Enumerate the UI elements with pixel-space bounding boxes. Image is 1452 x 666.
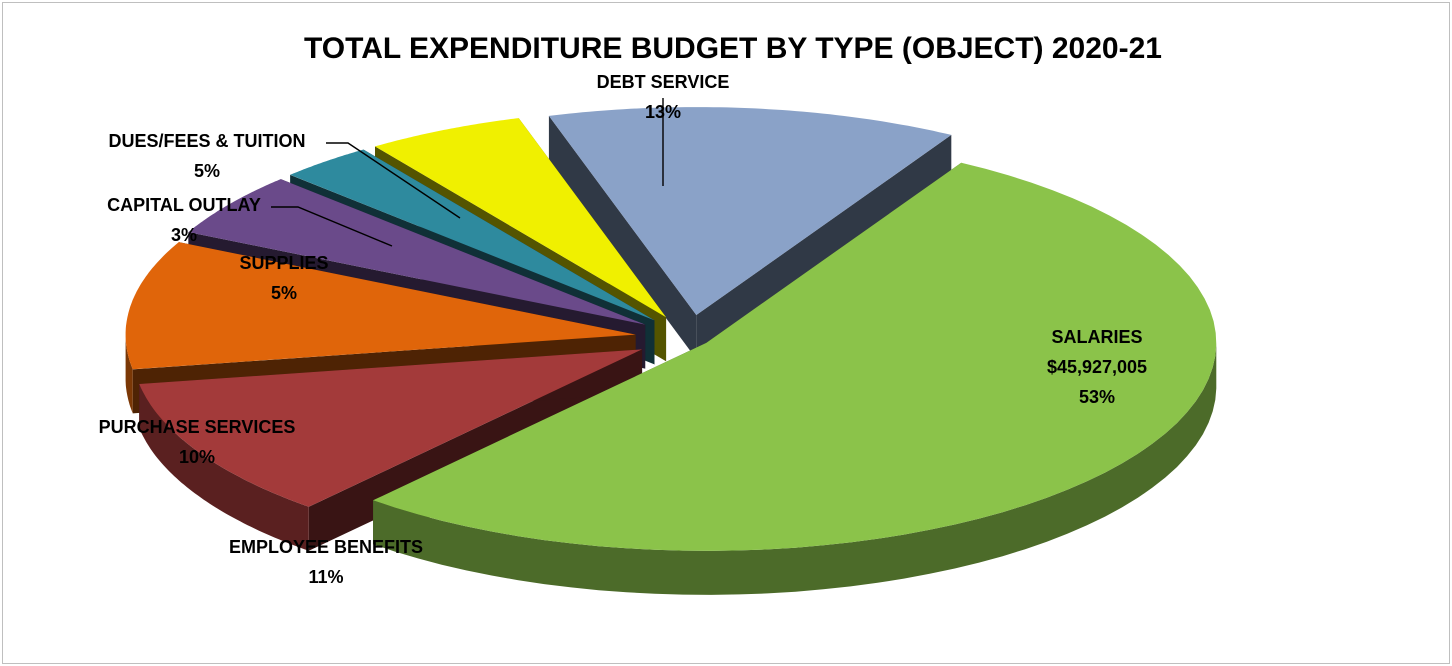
slice-label: EMPLOYEE BENEFITS — [229, 537, 423, 557]
slice-top — [373, 162, 1217, 551]
slice-top — [548, 107, 952, 316]
slice-label: DUES/FEES & TUITION — [108, 131, 305, 151]
pie-slice-salaries — [373, 162, 1217, 595]
slice-label-group: DEBT SERVICE 13% — [597, 72, 730, 122]
slice-label: SALARIES — [1051, 327, 1142, 347]
slice-label-group: SALARIES $45,927,005 53% — [1047, 327, 1147, 407]
slice-wall — [548, 115, 697, 360]
slice-percent: 5% — [194, 161, 220, 181]
leader-line — [326, 142, 461, 219]
slice-top — [290, 149, 655, 321]
slice-rim — [125, 332, 133, 414]
slice-label: DEBT SERVICE — [597, 72, 730, 92]
slice-label-group: PURCHASE SERVICES 10% — [99, 417, 296, 467]
slice-label: CAPITAL OUTLAY — [107, 195, 261, 215]
pie-slice-debt-service — [548, 107, 952, 360]
slice-top — [188, 179, 646, 325]
slice-label-group: EMPLOYEE BENEFITS 11% — [229, 537, 423, 587]
slice-rim — [139, 384, 309, 551]
slice-amount: $45,927,005 — [1047, 357, 1147, 377]
slice-label-group: SUPPLIES 5% — [239, 253, 328, 303]
slice-label: PURCHASE SERVICES — [99, 417, 296, 437]
slice-percent: 11% — [308, 567, 343, 587]
leader-line — [271, 206, 393, 247]
slice-wall — [696, 134, 952, 360]
slice-label-group: DUES/FEES & TUITION 5% — [108, 131, 305, 181]
slice-percent: 53% — [1079, 387, 1115, 407]
slice-percent: 13% — [645, 102, 681, 122]
slice-top — [125, 242, 636, 370]
slice-percent: 10% — [179, 447, 215, 467]
slice-percent: 3% — [171, 225, 197, 245]
slice-label-group: CAPITAL OUTLAY 3% — [107, 195, 261, 245]
slice-label: SUPPLIES — [239, 253, 328, 273]
slice-rim — [373, 344, 1217, 595]
slice-percent: 5% — [271, 283, 297, 303]
slice-top — [375, 118, 667, 318]
chart-title: TOTAL EXPENDITURE BUDGET BY TYPE (OBJECT… — [304, 32, 1162, 65]
slice-top — [139, 349, 643, 507]
